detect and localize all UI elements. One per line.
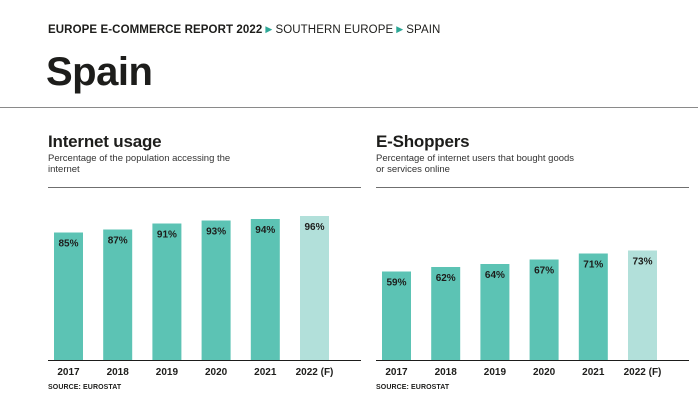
bar xyxy=(578,253,608,360)
source-note: SOURCE: EUROSTAT xyxy=(48,384,122,391)
e-shoppers-panel: E-Shoppers Percentage of internet users … xyxy=(376,132,691,402)
data-label: 94% xyxy=(255,225,275,236)
triangle-right-icon: ▶ xyxy=(265,24,273,34)
subtitle-divider xyxy=(376,187,689,188)
subtitle-divider xyxy=(48,187,361,188)
breadcrumb-region[interactable]: SOUTHERN EUROPE xyxy=(275,24,394,36)
bar xyxy=(54,232,83,360)
breadcrumb-report[interactable]: EUROPE E-COMMERCE REPORT 2022 xyxy=(48,24,263,36)
bar xyxy=(250,219,280,360)
x-tick-label: 2019 xyxy=(156,367,179,378)
internet-usage-panel: Internet usage Percentage of the populat… xyxy=(48,132,363,402)
bar xyxy=(431,267,461,360)
x-tick-label: 2017 xyxy=(385,367,408,378)
data-label: 67% xyxy=(534,266,554,277)
bar xyxy=(300,216,329,360)
bar xyxy=(382,271,411,360)
chart-title: Internet usage xyxy=(48,132,162,151)
x-tick-label: 2018 xyxy=(435,367,458,378)
bar xyxy=(628,250,657,360)
x-tick-label: 2021 xyxy=(254,367,277,378)
x-tick-label: 2020 xyxy=(533,367,556,378)
data-label: 85% xyxy=(58,239,78,250)
x-tick-label: 2021 xyxy=(582,367,605,378)
title-divider xyxy=(0,107,698,108)
x-tick-label: 2020 xyxy=(205,367,228,378)
bar xyxy=(103,229,133,360)
data-label: 93% xyxy=(206,227,226,238)
data-label: 62% xyxy=(436,273,456,284)
x-tick-label: 2018 xyxy=(107,367,130,378)
data-label: 96% xyxy=(304,222,324,233)
breadcrumb-country[interactable]: SPAIN xyxy=(406,24,441,36)
x-tick-label: 2019 xyxy=(484,367,507,378)
data-label: 71% xyxy=(583,260,603,271)
bar xyxy=(152,223,182,360)
chart-title: E-Shoppers xyxy=(376,132,470,151)
triangle-right-icon: ▶ xyxy=(396,24,404,34)
breadcrumb: EUROPE E-COMMERCE REPORT 2022 ▶ SOUTHERN E… xyxy=(48,24,440,36)
x-tick-label: 2022 (F) xyxy=(624,367,662,378)
bar xyxy=(480,264,510,360)
chart-subtitle: Percentage of internet users that bought… xyxy=(376,153,575,175)
internet-usage-chart: 85% 2017 87% 2018 91% 2019 93% 2020 94% 2021 96% 20… xyxy=(48,216,361,378)
data-label: 59% xyxy=(386,278,406,289)
bar xyxy=(529,259,559,360)
bar xyxy=(201,220,231,360)
source-note: SOURCE: EUROSTAT xyxy=(376,384,450,391)
x-tick-label: 2022 (F) xyxy=(296,367,334,378)
e-shoppers-chart: 59% 2017 62% 2018 64% 2019 67% 2020 71% 2021 73% 20… xyxy=(376,250,689,378)
data-label: 73% xyxy=(632,257,652,268)
x-tick-label: 2017 xyxy=(57,367,80,378)
data-label: 87% xyxy=(108,236,128,247)
data-label: 64% xyxy=(485,270,505,281)
page-title: Spain xyxy=(46,50,153,94)
chart-subtitle: Percentage of the population accessing t… xyxy=(48,153,231,175)
data-label: 91% xyxy=(157,230,177,241)
